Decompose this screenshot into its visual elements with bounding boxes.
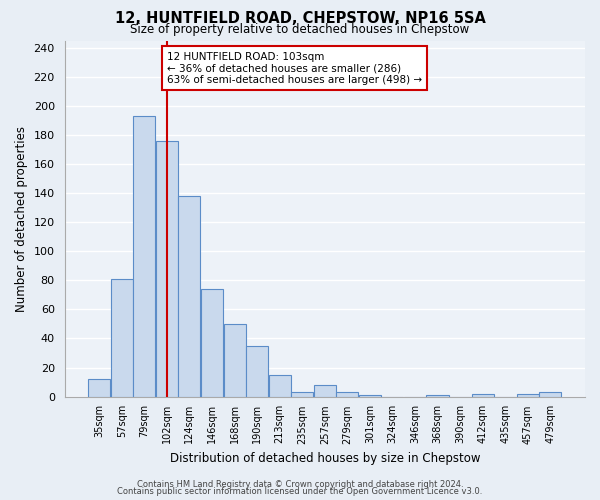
Bar bbox=[178, 196, 200, 396]
Text: Contains HM Land Registry data © Crown copyright and database right 2024.: Contains HM Land Registry data © Crown c… bbox=[137, 480, 463, 489]
Bar bbox=[472, 394, 494, 396]
Text: 12, HUNTFIELD ROAD, CHEPSTOW, NP16 5SA: 12, HUNTFIELD ROAD, CHEPSTOW, NP16 5SA bbox=[115, 11, 485, 26]
Bar bbox=[336, 392, 358, 396]
Bar bbox=[517, 394, 539, 396]
Bar bbox=[201, 289, 223, 397]
Bar bbox=[156, 141, 178, 397]
Text: Contains public sector information licensed under the Open Government Licence v3: Contains public sector information licen… bbox=[118, 487, 482, 496]
Bar bbox=[314, 385, 336, 396]
Bar bbox=[269, 375, 291, 396]
Bar bbox=[224, 324, 245, 396]
Bar bbox=[88, 379, 110, 396]
Bar bbox=[427, 395, 449, 396]
Bar bbox=[359, 395, 381, 396]
Y-axis label: Number of detached properties: Number of detached properties bbox=[15, 126, 28, 312]
Text: Size of property relative to detached houses in Chepstow: Size of property relative to detached ho… bbox=[130, 22, 470, 36]
Bar bbox=[291, 392, 313, 396]
X-axis label: Distribution of detached houses by size in Chepstow: Distribution of detached houses by size … bbox=[170, 452, 480, 465]
Bar bbox=[539, 392, 562, 396]
Bar bbox=[111, 279, 133, 396]
Bar bbox=[133, 116, 155, 396]
Text: 12 HUNTFIELD ROAD: 103sqm
← 36% of detached houses are smaller (286)
63% of semi: 12 HUNTFIELD ROAD: 103sqm ← 36% of detac… bbox=[167, 52, 422, 85]
Bar bbox=[246, 346, 268, 397]
